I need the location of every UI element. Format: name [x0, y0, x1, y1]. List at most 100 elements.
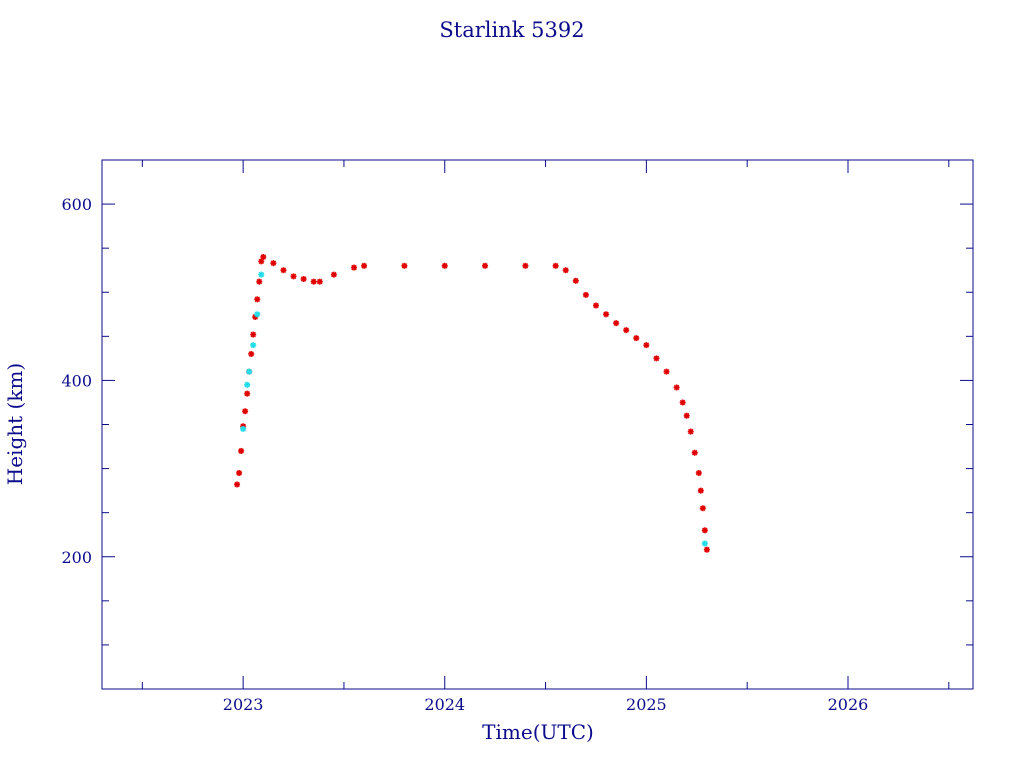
marker-stroke	[633, 335, 640, 341]
data-point	[687, 428, 694, 435]
marker-stroke	[441, 263, 448, 269]
marker-stroke	[698, 487, 704, 494]
plot-frame	[101, 159, 974, 690]
data-point	[361, 262, 368, 269]
tick-labels: 2023 2024 2025 2026 200 400 600	[61, 195, 868, 714]
data-point	[236, 469, 243, 476]
x-axis-label: Time(UTC)	[482, 720, 594, 744]
marker-stroke	[254, 311, 261, 318]
marker-stroke	[696, 470, 702, 476]
data-point-alt	[254, 311, 261, 318]
marker-stroke	[691, 449, 698, 456]
marker-stroke	[351, 264, 357, 271]
data-point	[482, 262, 489, 269]
data-point	[316, 278, 323, 285]
data-point	[242, 408, 249, 415]
marker-stroke	[573, 278, 579, 284]
data-point-alt	[246, 368, 253, 375]
data-point	[401, 262, 408, 269]
data-point	[691, 449, 698, 456]
marker-stroke	[643, 342, 650, 348]
data-point	[260, 253, 267, 260]
marker-stroke	[603, 311, 609, 318]
marker-stroke	[482, 263, 488, 269]
x-tick-label: 2025	[626, 695, 667, 714]
data-point	[697, 487, 704, 494]
data-point	[582, 291, 589, 298]
marker-stroke	[704, 546, 710, 553]
marker-stroke	[593, 302, 599, 309]
chart-title: Starlink 5392	[439, 18, 584, 42]
data-point	[270, 260, 277, 267]
data-point	[623, 327, 630, 334]
y-tick-label: 600	[61, 195, 92, 214]
data-point	[290, 273, 297, 280]
data-point	[234, 481, 241, 488]
data-point	[351, 264, 358, 271]
marker-stroke	[522, 263, 529, 269]
marker-stroke	[260, 254, 267, 260]
marker-stroke	[240, 426, 246, 432]
data-point	[562, 267, 569, 274]
marker-stroke	[242, 408, 248, 415]
marker-stroke	[300, 276, 307, 282]
marker-stroke	[234, 481, 240, 488]
marker-stroke	[244, 382, 250, 388]
data-point	[310, 278, 317, 285]
marker-stroke	[236, 470, 242, 476]
data-point	[613, 320, 620, 327]
marker-stroke	[683, 412, 690, 419]
x-tick-label: 2024	[424, 695, 465, 714]
data-point-alt	[258, 271, 265, 278]
y-tick-label: 200	[61, 548, 92, 567]
x-tick-label: 2026	[828, 695, 869, 714]
marker-stroke	[700, 505, 706, 512]
marker-stroke	[623, 327, 629, 333]
data-point	[653, 355, 660, 362]
data-point	[695, 469, 702, 476]
data-point	[643, 342, 650, 349]
marker-stroke	[248, 351, 254, 357]
marker-stroke	[401, 263, 408, 269]
data-point	[603, 311, 610, 318]
marker-stroke	[687, 428, 694, 435]
marker-stroke	[280, 267, 287, 273]
data-point	[552, 262, 559, 269]
marker-stroke	[310, 278, 317, 285]
data-point	[679, 399, 686, 406]
marker-stroke	[361, 263, 367, 269]
data-point	[330, 271, 337, 278]
marker-stroke	[673, 384, 680, 391]
data-points	[234, 253, 710, 553]
marker-stroke	[702, 540, 708, 547]
data-point-alt	[244, 381, 251, 388]
marker-stroke	[331, 271, 337, 278]
data-point	[238, 447, 245, 454]
y-tick-label: 400	[61, 371, 92, 390]
marker-stroke	[244, 390, 250, 397]
marker-stroke	[583, 292, 589, 298]
axis-ticks	[102, 160, 973, 689]
data-point-alt	[240, 425, 247, 432]
data-point	[683, 412, 690, 419]
data-point	[250, 331, 257, 338]
data-point	[441, 262, 448, 269]
marker-stroke	[238, 448, 244, 454]
data-point	[592, 302, 599, 309]
data-point-alt	[250, 342, 257, 349]
data-point	[280, 267, 287, 274]
marker-stroke	[270, 260, 277, 266]
marker-stroke	[258, 271, 265, 278]
data-point	[300, 276, 307, 283]
marker-stroke	[250, 331, 256, 338]
marker-stroke	[562, 267, 569, 273]
marker-stroke	[613, 320, 619, 326]
marker-stroke	[679, 399, 686, 406]
x-tick-label: 2023	[223, 695, 264, 714]
marker-stroke	[316, 278, 323, 285]
marker-stroke	[254, 296, 261, 303]
marker-stroke	[552, 263, 559, 269]
data-point	[522, 262, 529, 269]
data-point	[248, 350, 255, 357]
